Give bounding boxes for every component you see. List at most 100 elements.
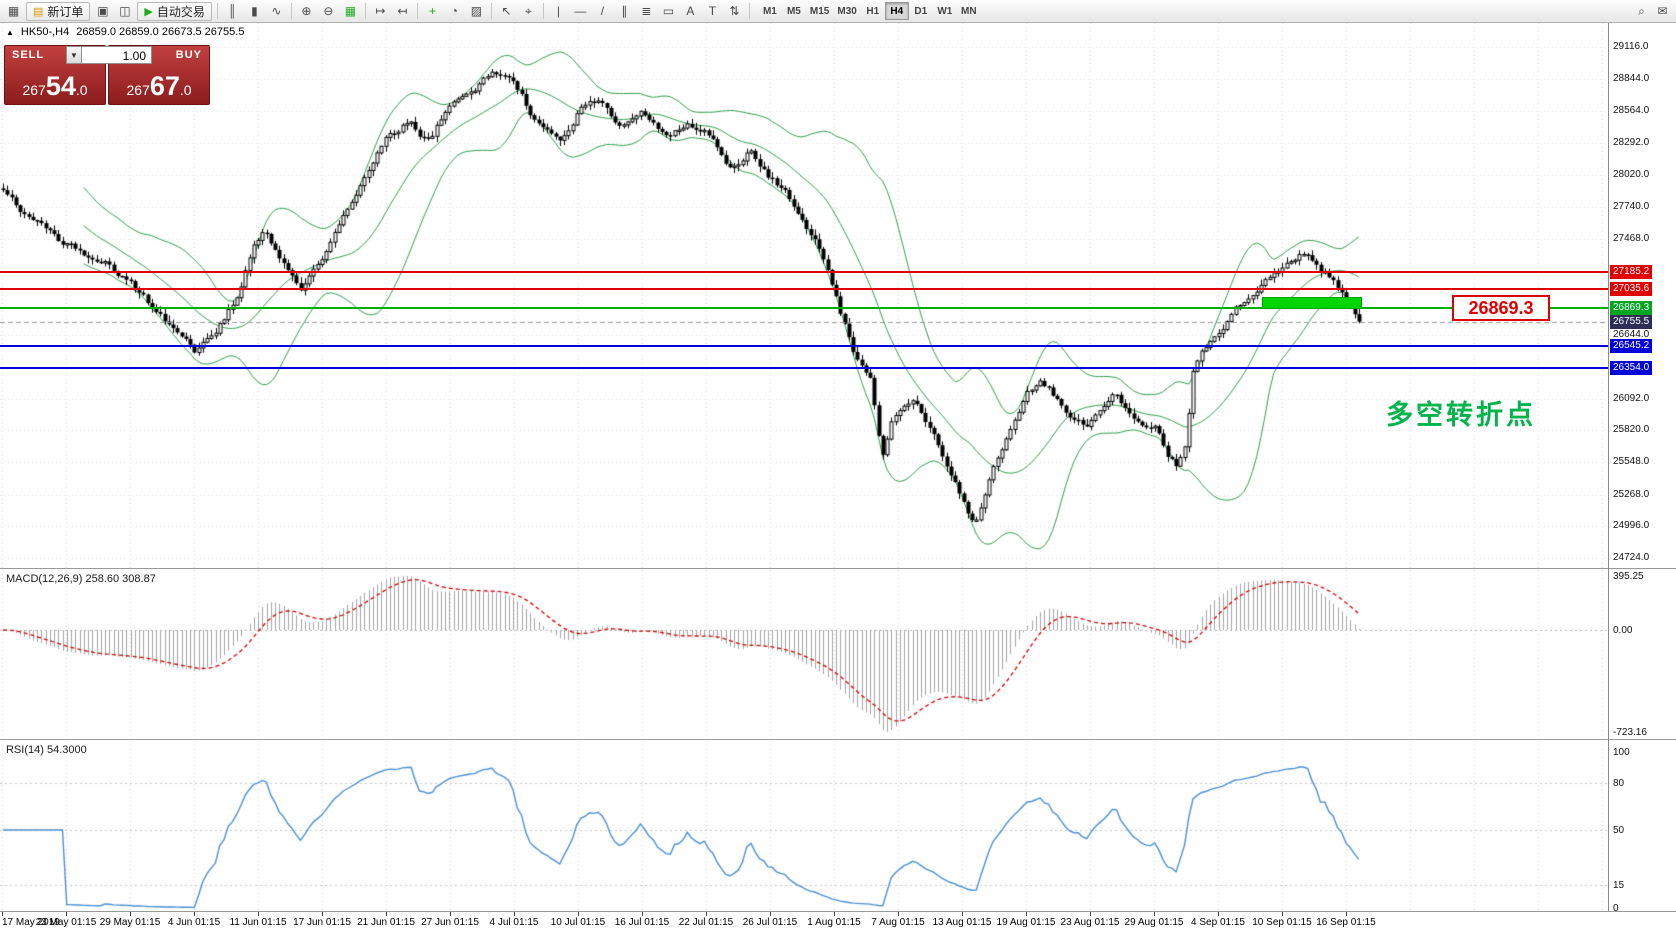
date-tick	[514, 912, 515, 916]
price-axis-label: 26092.0	[1613, 392, 1650, 404]
panel-separator[interactable]	[0, 739, 1676, 740]
panel-separator[interactable]	[0, 911, 1676, 912]
indicators-window-icon[interactable]: ▦	[344, 4, 357, 18]
chart-title-marker-icon: ▲	[6, 27, 14, 37]
toolbar-separator	[364, 3, 366, 19]
macd-axis-label: -723.16	[1613, 727, 1647, 738]
timeframe-m1[interactable]: M1	[762, 5, 777, 17]
new-order-icon: ▤	[33, 5, 44, 18]
zoom-in-icon[interactable]: ⊕	[301, 4, 312, 18]
buy-price-prefix: 267	[126, 82, 150, 98]
horizontal-line-27185.2[interactable]	[0, 270, 1608, 273]
level-callout-box[interactable]: 26869.3	[1452, 295, 1550, 321]
toolbar-separator	[216, 3, 218, 19]
period-icon[interactable]: ◔	[450, 4, 459, 18]
autotrading-icon: ▶	[144, 5, 153, 18]
date-label: 7 Aug 01:15	[871, 917, 925, 928]
price-axis: 29116.0 28844.0 28564.0 28292.0 28020.0 27740…	[1609, 23, 1676, 568]
label-icon[interactable]: T	[708, 4, 717, 18]
horizontal-line-27035.6[interactable]	[0, 288, 1608, 291]
main-chart-canvas[interactable]	[0, 23, 1608, 568]
price-axis-separator	[1608, 23, 1609, 911]
price-axis-label: 25820.0	[1613, 424, 1650, 436]
chart-shift-icon[interactable]: ↤	[397, 4, 408, 18]
date-label: 11 Jun 01:15	[229, 917, 287, 928]
new-chart-icon[interactable]: ▦	[7, 4, 20, 18]
rsi-axis-label: 80	[1613, 778, 1625, 790]
date-tick	[66, 912, 67, 916]
price-axis-chip-27035.6: 27035.6	[1610, 282, 1653, 297]
volume-input[interactable]: 1.00	[82, 46, 152, 64]
date-axis: 17 May 2019 23 May 01:15 29 May 01:15 4 Jun…	[0, 912, 1608, 932]
timeframe-h1[interactable]: H1	[866, 5, 880, 17]
add-indicator-icon[interactable]: +	[428, 4, 436, 18]
date-tick	[258, 912, 259, 916]
chart-windows-icon[interactable]: ▣	[97, 4, 109, 18]
zoom-out-icon[interactable]: ⊖	[323, 4, 334, 18]
panel-separator[interactable]	[0, 568, 1676, 569]
price-axis-chip-27185.2: 27185.2	[1610, 264, 1653, 279]
profiles-icon[interactable]: ◫	[119, 4, 131, 18]
cursor-icon[interactable]: ↖	[501, 4, 512, 18]
date-tick	[1218, 912, 1219, 916]
text-icon[interactable]: A	[686, 4, 695, 18]
fibonacci-icon[interactable]: ≣	[641, 4, 652, 18]
volume-dropdown-icon[interactable]: ▼	[66, 46, 82, 64]
toolbar: ▦ ▤ 新订单 ▣ ◫ ▶ 自动交易 ║ ▮ ∿ ⊕ ⊖ ▦ ↦ ↤ + ◔ ▨ ↖ ⌖ | — / ∥ ≣ ▭ A T ⇅ M1 M5 M1…	[0, 0, 1676, 23]
timeframe-h4[interactable]: H4	[884, 2, 909, 20]
price-axis-label: 24996.0	[1613, 520, 1650, 532]
bar-chart-icon[interactable]: ║	[228, 4, 237, 18]
horizontal-line-26354.0[interactable]	[0, 367, 1608, 370]
date-label: 19 Aug 01:15	[996, 917, 1056, 928]
timeframe-w1[interactable]: W1	[937, 5, 953, 17]
arrows-icon[interactable]: ⇅	[729, 4, 740, 18]
crosshair-icon[interactable]: ⌖	[525, 3, 532, 18]
trendline-icon[interactable]: /	[600, 4, 605, 18]
toolbar-separator	[416, 3, 418, 19]
date-label: 4 Jun 01:15	[167, 917, 221, 928]
rsi-indicator-canvas[interactable]	[0, 741, 1608, 910]
price-axis-label: 26644.0	[1613, 328, 1650, 340]
sell-price: 267 54.0	[5, 73, 105, 100]
one-click-trading-panel: SELL 267 54.0 BUY 267 67.0 ▼ 1.00	[4, 45, 210, 105]
date-tick	[834, 912, 835, 916]
date-label: 16 Sep 01:15	[1316, 917, 1376, 928]
vertical-line-icon[interactable]: |	[556, 4, 560, 18]
horizontal-line-icon[interactable]: —	[574, 4, 587, 18]
search-icon[interactable]: ⌕	[1638, 3, 1645, 18]
chat-icon[interactable]: ✉	[1657, 4, 1668, 18]
new-order-button[interactable]: ▤ 新订单	[26, 1, 91, 21]
new-order-button-label: 新订单	[47, 4, 84, 19]
timeframe-mn[interactable]: MN	[961, 5, 977, 17]
candlestick-chart-icon[interactable]: ▮	[251, 4, 258, 18]
price-axis-chip-26755.5: 26755.5	[1610, 314, 1653, 329]
channel-icon[interactable]: ∥	[621, 4, 628, 18]
line-chart-icon[interactable]: ∿	[271, 4, 282, 18]
horizontal-line-26545.2[interactable]	[0, 345, 1608, 348]
template-icon[interactable]: ▨	[470, 4, 483, 18]
price-axis-label: 29116.0	[1613, 41, 1649, 52]
horizontal-line-26869.3[interactable]	[0, 307, 1608, 310]
support-zone-highlight[interactable]	[1262, 297, 1362, 309]
macd-indicator-canvas[interactable]	[0, 570, 1608, 738]
date-tick	[962, 912, 963, 916]
turning-point-annotation[interactable]: 多空转折点	[1386, 400, 1536, 430]
timeframe-d1[interactable]: D1	[914, 5, 928, 17]
chart-symbol: HK50-,H4	[20, 26, 70, 38]
sell-price-prefix: 267	[22, 82, 46, 98]
date-label: 13 Aug 01:15	[932, 917, 992, 928]
macd-axis: 395.25 0.00 -723.16	[1609, 570, 1676, 738]
date-label: 29 May 01:15	[99, 917, 161, 928]
timeframe-m5[interactable]: M5	[786, 5, 801, 17]
autotrading-button[interactable]: ▶ 自动交易	[137, 1, 212, 21]
timeframe-m30[interactable]: M30	[837, 5, 857, 17]
price-axis-label: 27468.0	[1613, 232, 1650, 244]
date-label: 1 Aug 01:15	[807, 917, 861, 928]
timeframe-m15[interactable]: M15	[809, 5, 830, 17]
autotrading-button-label: 自动交易	[156, 4, 205, 19]
toolbar-separator	[290, 3, 292, 19]
shapes-icon[interactable]: ▭	[662, 4, 675, 18]
sell-button[interactable]: SELL 267 54.0	[4, 45, 106, 105]
auto-scroll-icon[interactable]: ↦	[375, 4, 386, 18]
